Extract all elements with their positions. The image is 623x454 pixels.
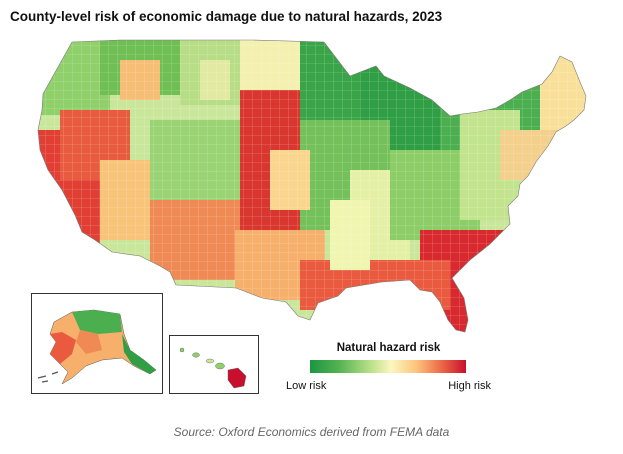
alaska-shape: [37, 309, 157, 385]
hawaii-shape: [179, 347, 247, 389]
hawaii-inset: [169, 335, 259, 394]
source-note: Source: Oxford Economics derived from FE…: [173, 425, 450, 439]
legend-title: Natural hazard risk: [336, 342, 441, 354]
risk-legend: Natural hazard risk Low risk High risk: [286, 342, 491, 392]
legend-color-scale: [310, 360, 466, 373]
legend-high-label: High risk: [448, 380, 491, 392]
alaska-inset: [31, 293, 163, 394]
map-title: County-level risk of economic damage due…: [10, 9, 443, 24]
legend-low-label: Low risk: [286, 380, 327, 392]
